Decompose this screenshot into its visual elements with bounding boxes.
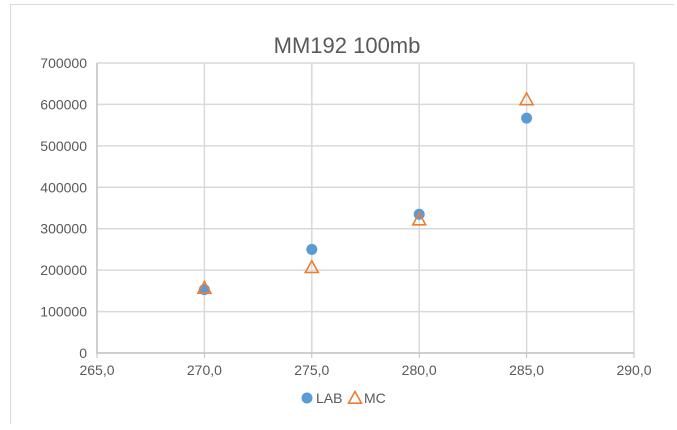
- lab-point: [521, 112, 533, 124]
- axes: [96, 63, 635, 358]
- legend-label-lab: LAB: [316, 390, 342, 406]
- x-tick-label: 265,0: [79, 362, 114, 378]
- mc-point: [196, 279, 213, 294]
- y-tick-label: 300000: [40, 221, 87, 237]
- legend-marker-lab: [301, 392, 313, 404]
- x-tick-label: 280,0: [402, 362, 437, 378]
- legend-item-mc: MC: [347, 389, 386, 406]
- scatter-chart: 0 100000 200000 300000 400000 500000 600000 700…: [40, 33, 651, 406]
- chart-title: MM192 100mb: [274, 33, 421, 58]
- y-tick-label: 200000: [40, 262, 87, 278]
- y-tick-label: 400000: [40, 179, 87, 195]
- tick-labels: 0 100000 200000 300000 400000 500000 600000 700…: [40, 55, 651, 378]
- mc-point: [303, 259, 320, 274]
- legend-item-lab: LAB: [301, 390, 342, 406]
- y-tick-label: 500000: [40, 138, 87, 154]
- legend-label-mc: MC: [364, 390, 386, 406]
- x-tick-label: 270,0: [187, 362, 222, 378]
- lab-point: [306, 243, 318, 255]
- x-tick-label: 275,0: [294, 362, 329, 378]
- grid-lines: [97, 62, 635, 353]
- mc-point: [518, 91, 535, 106]
- legend: LAB MC: [301, 389, 386, 406]
- y-tick-label: 600000: [40, 96, 87, 112]
- data-points: [196, 91, 535, 296]
- y-tick-label: 0: [79, 345, 87, 361]
- legend-marker-mc: [347, 389, 363, 405]
- y-tick-label: 100000: [40, 304, 87, 320]
- mc-point: [411, 211, 428, 226]
- x-tick-label: 285,0: [509, 362, 544, 378]
- chart-frame: 0 100000 200000 300000 400000 500000 600000 700…: [10, 4, 674, 424]
- x-tick-label: 290,0: [616, 362, 651, 378]
- y-tick-label: 700000: [40, 55, 87, 71]
